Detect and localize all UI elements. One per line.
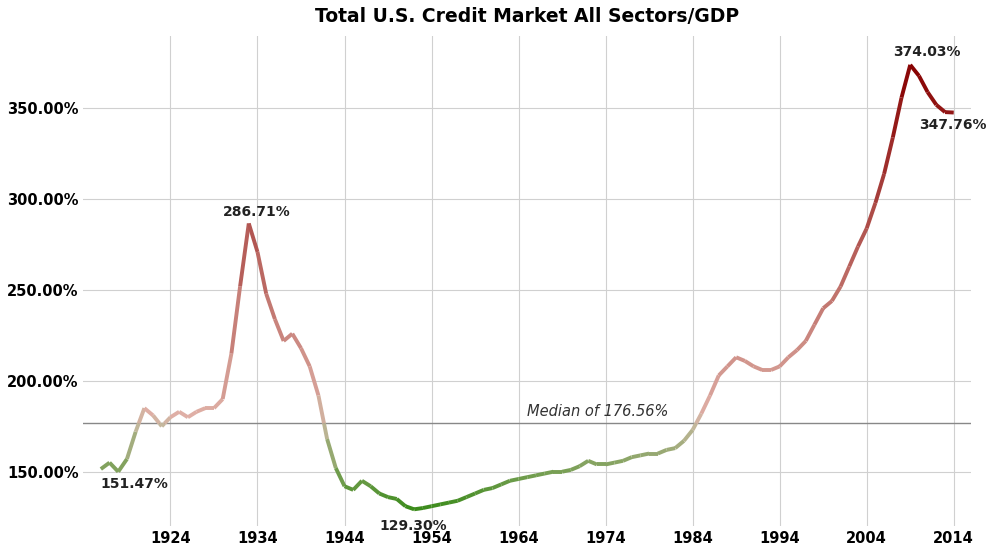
Text: 286.71%: 286.71%	[223, 205, 290, 220]
Text: 129.30%: 129.30%	[379, 519, 447, 533]
Text: 347.76%: 347.76%	[919, 118, 986, 132]
Title: Total U.S. Credit Market All Sectors/GDP: Total U.S. Credit Market All Sectors/GDP	[315, 7, 739, 26]
Text: 374.03%: 374.03%	[893, 45, 960, 59]
Text: 151.47%: 151.47%	[101, 477, 169, 491]
Text: Median of 176.56%: Median of 176.56%	[527, 404, 669, 419]
